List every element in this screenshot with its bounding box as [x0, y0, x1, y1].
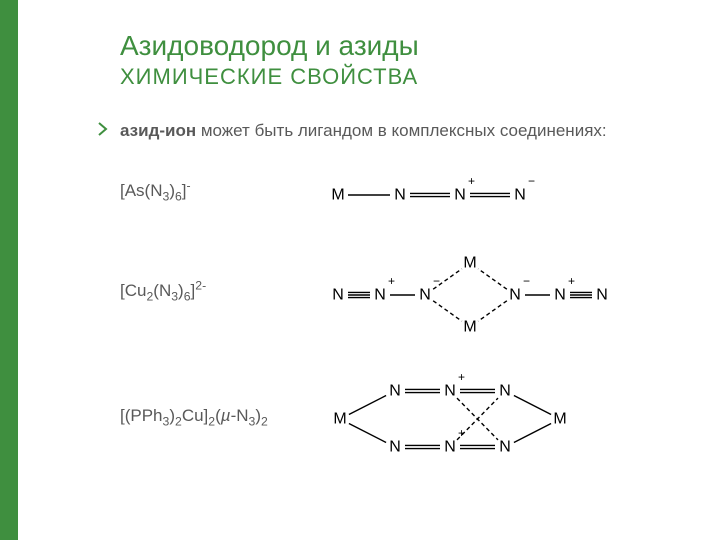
bullet-text-bold: азид-ион [120, 121, 196, 140]
svg-text:−: − [528, 174, 535, 188]
svg-text:N: N [419, 287, 431, 304]
svg-text:M: M [553, 411, 566, 428]
svg-text:M: M [331, 187, 344, 204]
formula-block-1: [As(N3)6]- MNN+N− [120, 156, 680, 226]
bullet-text-rest: может быть лигандом в комплексных соедин… [196, 121, 607, 140]
formula-block-2: [Cu2(N3)6]2- NN+N−MMN−N+N [120, 236, 680, 346]
svg-text:M: M [333, 411, 346, 428]
svg-text:+: + [568, 274, 575, 288]
slide-subtitle: химические свойства [120, 64, 680, 90]
svg-text:N: N [596, 287, 608, 304]
svg-text:N: N [509, 287, 521, 304]
svg-text:N: N [374, 287, 386, 304]
svg-text:N: N [514, 187, 526, 204]
diagram-bridged: NN+N−MMN−N+N [320, 241, 620, 341]
svg-text:−: − [433, 274, 440, 288]
svg-text:N: N [332, 287, 344, 304]
bullet-text: азид-ион может быть лигандом в комплексн… [120, 120, 680, 142]
diagram-double-bridge: MNNN+N+NNM [320, 361, 620, 471]
svg-text:N: N [389, 439, 401, 456]
svg-text:N: N [454, 187, 466, 204]
formula-2: [Cu2(N3)6]2- [120, 281, 320, 301]
svg-text:N: N [394, 187, 406, 204]
svg-text:N: N [554, 287, 566, 304]
svg-text:M: M [463, 255, 476, 272]
formula-1: [As(N3)6]- [120, 181, 320, 201]
svg-text:N: N [499, 439, 511, 456]
slide-body: Азидоводород и азиды химические свойства… [0, 0, 720, 540]
bullet-icon [98, 122, 108, 136]
svg-text:+: + [458, 370, 465, 384]
svg-text:−: − [523, 274, 530, 288]
svg-text:N: N [389, 383, 401, 400]
bullet-row: азид-ион может быть лигандом в комплексн… [120, 120, 680, 476]
formula-block-3: [(PPh3)2Cu]2(µ-N3)2 MNNN+N+NNM [120, 356, 680, 476]
svg-text:+: + [388, 274, 395, 288]
svg-text:N: N [444, 439, 456, 456]
diagram-linear: MNN+N− [320, 171, 550, 211]
svg-text:M: M [463, 319, 476, 336]
svg-text:N: N [444, 383, 456, 400]
formula-3: [(PPh3)2Cu]2(µ-N3)2 [120, 406, 320, 426]
slide-title: Азидоводород и азиды [120, 30, 680, 62]
svg-text:+: + [468, 174, 475, 188]
svg-text:+: + [458, 426, 465, 440]
svg-text:N: N [499, 383, 511, 400]
